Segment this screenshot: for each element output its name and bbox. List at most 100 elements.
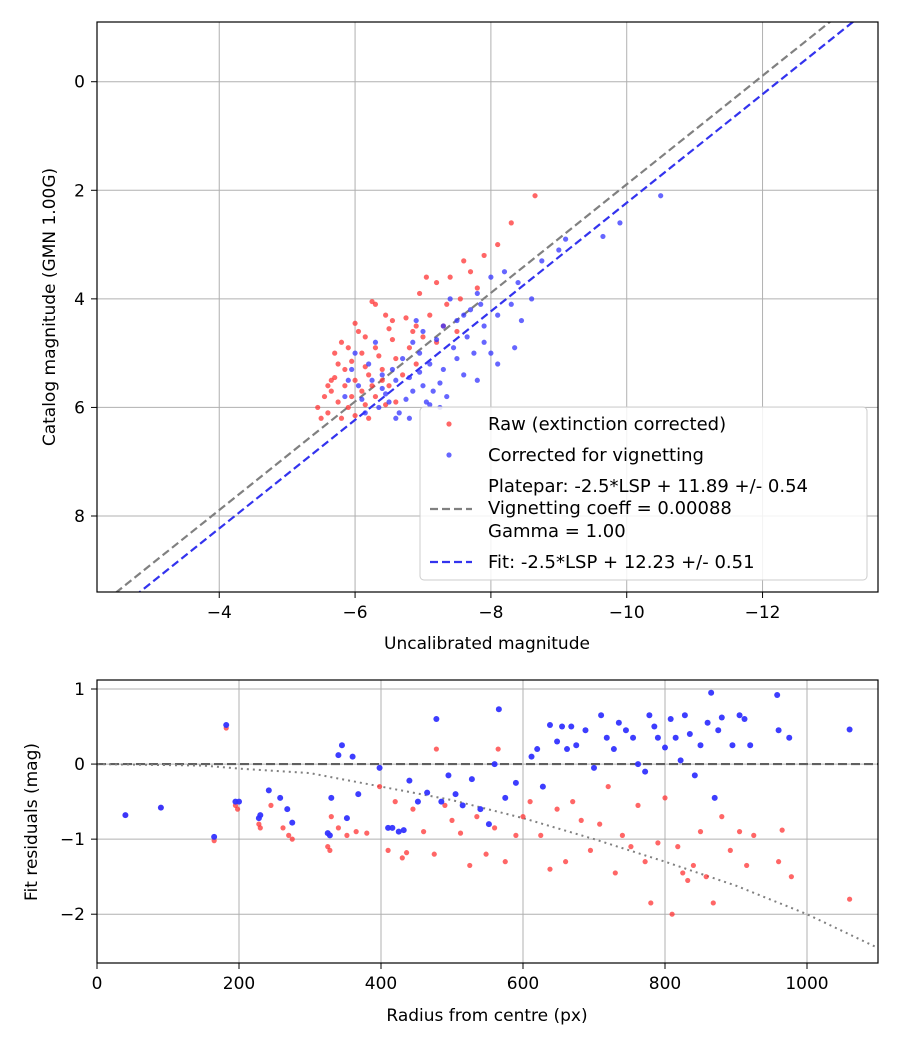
corrected-residual-point	[729, 742, 736, 749]
raw-residual-point	[563, 859, 569, 865]
raw-point	[410, 328, 416, 335]
raw-point	[376, 353, 382, 359]
corrected-residual-point	[573, 742, 580, 749]
corrected-residual-point	[546, 722, 553, 729]
corrected-residual-point	[662, 744, 668, 751]
raw-residual-point	[697, 829, 704, 835]
raw-point	[315, 404, 321, 411]
corrected-residual-point	[786, 734, 793, 741]
corrected-point	[515, 279, 521, 286]
raw-point	[328, 377, 334, 383]
corrected-residual-point	[528, 753, 535, 760]
raw-point	[328, 388, 334, 394]
corrected-residual-point	[395, 828, 402, 835]
raw-point	[349, 393, 355, 400]
corrected-residual-point	[564, 746, 571, 753]
raw-point	[406, 345, 412, 351]
raw-residual-point	[385, 847, 391, 854]
corrected-point	[658, 193, 664, 199]
top-y-tick-label: 0	[74, 73, 85, 93]
raw-residual-point	[547, 866, 553, 872]
bottom-x-tick-label: 800	[649, 974, 681, 994]
corrected-point	[410, 339, 416, 345]
corrected-point	[369, 377, 375, 383]
corrected-point	[376, 404, 382, 411]
corrected-residual-point	[667, 716, 674, 723]
bottom-x-tick-label: 400	[365, 974, 397, 994]
bottom-y-tick-label: −2	[60, 905, 85, 925]
legend-platepar-label-line: Vignetting coeff = 0.00088	[488, 498, 732, 519]
corrected-residual-point	[846, 726, 853, 733]
raw-point	[372, 393, 379, 400]
corrected-point	[474, 290, 480, 297]
corrected-point	[386, 399, 392, 405]
platepar-line	[114, 22, 832, 592]
raw-point	[352, 412, 358, 419]
raw-point	[366, 415, 372, 421]
corrected-residual-point	[438, 798, 445, 805]
bottom-y-tick-label: −1	[60, 830, 85, 850]
corrected-residual-point	[686, 731, 693, 738]
raw-residual-point	[467, 862, 473, 869]
raw-point	[383, 312, 389, 318]
corrected-point	[403, 396, 409, 402]
corrected-point	[488, 350, 494, 356]
raw-residual-point	[779, 827, 785, 833]
corrected-residual-point	[236, 798, 242, 805]
corrected-residual-point	[622, 727, 629, 734]
corrected-residual-point	[774, 692, 781, 699]
corrected-residual-point	[122, 812, 129, 819]
raw-residual-point	[410, 806, 416, 812]
top-plot: −4 −6 −8 −10 −12 0 2 4 6 8 Raw (extinction correc…	[40, 21, 879, 654]
raw-residual-point	[364, 830, 370, 836]
top-x-tick-label: −12	[745, 603, 781, 623]
corrected-point	[437, 380, 443, 386]
raw-residual-point	[335, 825, 341, 831]
raw-residual-point	[727, 847, 733, 854]
corrected-point	[362, 410, 368, 416]
corrected-point	[518, 317, 525, 324]
corrected-residual-point	[335, 752, 342, 759]
top-y-tick-label: 2	[74, 181, 85, 201]
raw-point	[338, 339, 345, 345]
raw-residual-point	[280, 825, 286, 831]
raw-point	[318, 415, 324, 421]
raw-point	[372, 345, 379, 351]
raw-residual-point	[268, 802, 274, 808]
bottom-plot: 0 200 400 600 800 1000 1 0 −1 −2 Radius from cent…	[22, 679, 879, 1026]
corrected-residual-point	[157, 804, 164, 811]
raw-point	[389, 336, 396, 343]
corrected-residual-point	[691, 772, 698, 779]
top-x-tick-label: −6	[343, 603, 368, 623]
corrected-point	[416, 350, 423, 356]
corrected-residual-point	[775, 727, 782, 734]
corrected-residual-point	[677, 757, 684, 764]
raw-residual-point	[403, 850, 410, 856]
corrected-residual-point	[654, 734, 661, 741]
corrected-residual-point	[289, 819, 296, 826]
raw-residual-point	[257, 825, 263, 831]
raw-point	[349, 358, 355, 364]
corrected-point	[349, 366, 355, 373]
corrected-point	[420, 383, 426, 389]
corrected-residual-point	[452, 791, 459, 798]
legend-raw-label: Raw (extinction corrected)	[488, 414, 726, 435]
raw-residual-point	[527, 799, 533, 805]
corrected-point	[410, 388, 416, 394]
corrected-residual-point	[711, 794, 718, 801]
corrected-residual-point	[424, 789, 431, 796]
raw-residual-point	[431, 851, 437, 857]
corrected-point	[406, 415, 412, 421]
raw-point	[362, 402, 368, 408]
corrected-residual-point	[349, 753, 356, 760]
corrected-residual-point	[343, 815, 350, 822]
raw-residual-point	[628, 844, 634, 850]
raw-residual-point	[376, 783, 383, 790]
corrected-point	[461, 312, 467, 318]
raw-residual-point	[744, 862, 750, 869]
corrected-residual-point	[445, 772, 452, 779]
corrected-point	[440, 323, 446, 329]
corrected-point	[393, 415, 399, 421]
corrected-residual-point	[741, 716, 748, 723]
